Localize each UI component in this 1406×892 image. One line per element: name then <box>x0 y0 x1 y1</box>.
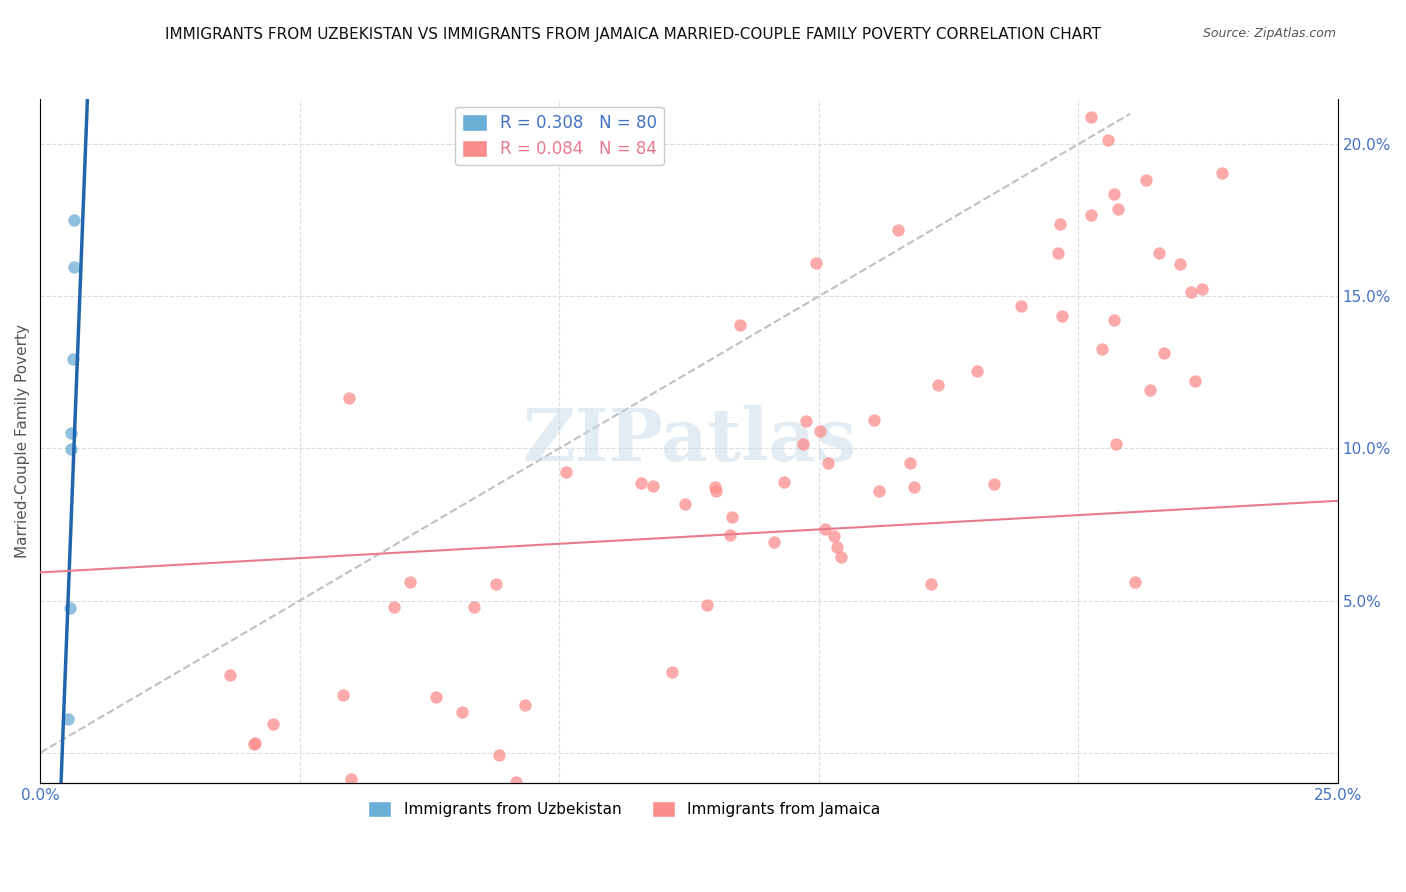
Point <box>434 870 457 884</box>
Point <box>661 665 683 680</box>
Point <box>53 839 76 854</box>
Point <box>63 212 86 227</box>
Point <box>253 882 276 892</box>
Point <box>718 528 741 542</box>
Point <box>706 483 728 498</box>
Point <box>515 698 537 713</box>
Point <box>721 510 744 524</box>
Point <box>58 855 80 869</box>
Point <box>62 352 84 367</box>
Point <box>1049 217 1071 231</box>
Point <box>1010 299 1032 313</box>
Text: Source: ZipAtlas.com: Source: ZipAtlas.com <box>1202 27 1336 40</box>
Point <box>804 255 827 269</box>
Point <box>1168 257 1191 271</box>
Point <box>817 456 839 470</box>
Point <box>60 442 83 456</box>
Point <box>243 737 266 751</box>
Point <box>1191 282 1213 296</box>
Point <box>1135 173 1157 187</box>
Point <box>340 772 363 786</box>
Point <box>1180 285 1202 300</box>
Point <box>58 601 80 615</box>
Point <box>823 528 845 542</box>
Point <box>728 318 751 333</box>
Point <box>1046 246 1069 260</box>
Point <box>1052 310 1074 324</box>
Point <box>794 414 817 428</box>
Point <box>364 836 387 850</box>
Point <box>243 736 266 750</box>
Point <box>673 497 696 511</box>
Y-axis label: Married-Couple Family Poverty: Married-Couple Family Poverty <box>15 324 30 558</box>
Point <box>703 480 725 494</box>
Point <box>808 424 831 438</box>
Point <box>1149 246 1171 260</box>
Point <box>1104 437 1126 451</box>
Point <box>814 522 837 536</box>
Point <box>337 391 360 405</box>
Point <box>1080 110 1102 124</box>
Point <box>792 437 814 451</box>
Point <box>66 804 89 818</box>
Point <box>382 600 405 615</box>
Point <box>316 814 339 829</box>
Point <box>696 598 718 612</box>
Legend: Immigrants from Uzbekistan, Immigrants from Jamaica: Immigrants from Uzbekistan, Immigrants f… <box>363 795 886 823</box>
Point <box>903 479 925 493</box>
Point <box>830 550 852 565</box>
Point <box>399 575 422 590</box>
Point <box>173 834 195 848</box>
Point <box>773 475 796 490</box>
Point <box>983 476 1005 491</box>
Point <box>56 712 79 726</box>
Point <box>927 377 949 392</box>
Text: IMMIGRANTS FROM UZBEKISTAN VS IMMIGRANTS FROM JAMAICA MARRIED-COUPLE FAMILY POVE: IMMIGRANTS FROM UZBEKISTAN VS IMMIGRANTS… <box>165 27 1101 42</box>
Point <box>505 775 527 789</box>
Point <box>555 466 578 480</box>
Point <box>1080 209 1102 223</box>
Point <box>825 540 848 554</box>
Point <box>63 260 86 274</box>
Point <box>463 599 485 614</box>
Point <box>868 484 890 499</box>
Text: ZIPatlas: ZIPatlas <box>522 405 856 476</box>
Point <box>920 577 942 591</box>
Point <box>485 577 508 591</box>
Point <box>1211 166 1233 180</box>
Point <box>863 413 886 427</box>
Point <box>262 716 284 731</box>
Point <box>219 668 242 682</box>
Point <box>630 475 652 490</box>
Point <box>1097 133 1119 147</box>
Point <box>356 857 378 871</box>
Point <box>165 793 187 807</box>
Point <box>1153 345 1175 359</box>
Point <box>887 223 910 237</box>
Point <box>643 479 665 493</box>
Point <box>165 799 187 814</box>
Point <box>1184 374 1206 388</box>
Point <box>425 690 447 705</box>
Point <box>1102 187 1125 202</box>
Point <box>488 747 510 762</box>
Point <box>1091 342 1114 356</box>
Point <box>1102 312 1125 326</box>
Point <box>451 705 474 719</box>
Point <box>1139 384 1161 398</box>
Point <box>898 456 921 470</box>
Point <box>59 426 82 441</box>
Point <box>1123 574 1146 589</box>
Point <box>966 364 988 378</box>
Point <box>1107 202 1129 216</box>
Point <box>169 878 191 892</box>
Point <box>332 688 354 702</box>
Point <box>763 534 786 549</box>
